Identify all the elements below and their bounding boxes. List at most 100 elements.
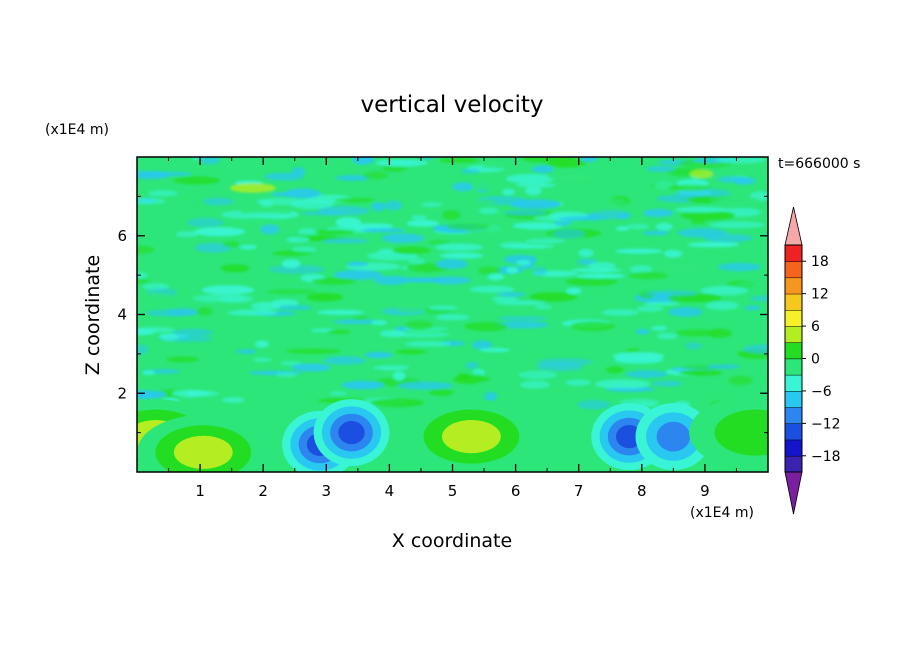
downdraft-cell bbox=[635, 403, 712, 471]
field-streak bbox=[442, 210, 461, 220]
field-streak bbox=[462, 184, 513, 190]
y-tick-label: 2 bbox=[117, 384, 127, 402]
field-streak bbox=[373, 365, 410, 371]
field-streak bbox=[464, 322, 508, 332]
colorbar-band bbox=[784, 455, 803, 473]
field-streak bbox=[479, 347, 511, 353]
colorbar-band bbox=[784, 277, 803, 295]
field-texture bbox=[137, 157, 768, 410]
field-streak bbox=[166, 356, 200, 363]
field-streak bbox=[685, 342, 703, 350]
field-streak bbox=[160, 333, 179, 342]
field-streak bbox=[137, 197, 166, 205]
contour-level bbox=[338, 421, 365, 445]
field-streak bbox=[190, 157, 203, 160]
colorbar-min-arrow bbox=[784, 471, 803, 515]
field-streak bbox=[194, 227, 245, 237]
x-tick-label: 5 bbox=[448, 482, 458, 500]
field-streak bbox=[674, 206, 727, 213]
colorbar-tick-label: 6 bbox=[811, 319, 820, 335]
field-streak bbox=[273, 304, 313, 311]
colorbar-band bbox=[784, 406, 803, 425]
field-streak bbox=[533, 266, 547, 276]
field-streak bbox=[381, 233, 425, 243]
field-streak bbox=[487, 273, 504, 281]
field-streak bbox=[575, 273, 626, 279]
colorbar-tick-label: −18 bbox=[811, 449, 841, 465]
field-streak bbox=[327, 329, 351, 334]
field-streak bbox=[629, 271, 669, 280]
field-streak bbox=[229, 217, 280, 224]
field-streak bbox=[392, 246, 431, 255]
field-streak bbox=[710, 195, 760, 205]
field-streak bbox=[469, 285, 515, 293]
field-streak bbox=[477, 266, 501, 276]
field-streak bbox=[137, 279, 150, 284]
field-streak bbox=[435, 314, 470, 321]
field-streak bbox=[446, 223, 489, 231]
field-streak bbox=[370, 202, 386, 212]
field-streak bbox=[428, 389, 455, 396]
colorbar-band bbox=[784, 439, 803, 457]
colorbar-tick-label: −6 bbox=[811, 384, 832, 400]
field-streak bbox=[652, 380, 683, 387]
field-streak bbox=[594, 379, 651, 389]
field-streak bbox=[439, 158, 479, 163]
field-streak bbox=[577, 400, 611, 410]
field-streak bbox=[371, 319, 388, 326]
field-streak bbox=[221, 397, 245, 403]
colorbar-band bbox=[784, 325, 803, 343]
field-streak bbox=[534, 304, 553, 310]
field-streak bbox=[148, 190, 178, 197]
field-streak bbox=[656, 332, 678, 340]
time-label: t=666000 s bbox=[778, 156, 860, 172]
x-tick-label: 2 bbox=[258, 482, 268, 500]
field-streak bbox=[580, 157, 598, 162]
field-streak bbox=[478, 207, 499, 214]
field-streak bbox=[137, 380, 175, 389]
field-streak bbox=[462, 199, 497, 205]
field-streak bbox=[614, 356, 664, 364]
field-streak bbox=[192, 294, 247, 303]
field-streak bbox=[497, 316, 548, 321]
field-streak bbox=[655, 222, 673, 231]
field-streak bbox=[531, 165, 554, 173]
field-streak bbox=[286, 236, 310, 243]
field-streak bbox=[625, 370, 668, 378]
field-streak bbox=[227, 309, 278, 316]
field-streak bbox=[491, 296, 518, 302]
field-streak bbox=[322, 238, 369, 244]
field-streak bbox=[687, 242, 739, 248]
field-streak bbox=[281, 259, 301, 268]
field-streak bbox=[503, 210, 547, 216]
colorbar-tick-label: −12 bbox=[811, 416, 841, 432]
field-streak bbox=[329, 391, 347, 396]
x-unit-label: (x1E4 m) bbox=[690, 505, 754, 521]
field-streak bbox=[242, 212, 287, 217]
field-streak bbox=[406, 220, 440, 227]
field-streak bbox=[471, 340, 493, 350]
field-streak bbox=[617, 213, 630, 220]
plot-area bbox=[136, 156, 769, 473]
field-streak bbox=[285, 348, 342, 354]
field-streak bbox=[717, 176, 745, 183]
field-streak bbox=[264, 172, 305, 181]
field-streak bbox=[509, 199, 561, 209]
x-axis-label: X coordinate bbox=[392, 530, 512, 552]
field-streak bbox=[552, 229, 586, 239]
field-streak bbox=[678, 370, 723, 376]
field-streak bbox=[475, 380, 521, 389]
field-streak bbox=[537, 349, 562, 355]
field-streak bbox=[300, 211, 345, 216]
field-streak bbox=[290, 363, 331, 372]
y-axis-label: Z coordinate bbox=[82, 255, 104, 375]
field-streak bbox=[643, 290, 699, 297]
field-streak bbox=[335, 175, 370, 181]
field-streak bbox=[434, 243, 483, 252]
field-streak bbox=[571, 267, 622, 273]
field-streak bbox=[259, 199, 273, 208]
field-streak bbox=[229, 183, 276, 193]
colorbar-tick-label: 12 bbox=[811, 287, 829, 303]
field-streak bbox=[499, 241, 531, 249]
